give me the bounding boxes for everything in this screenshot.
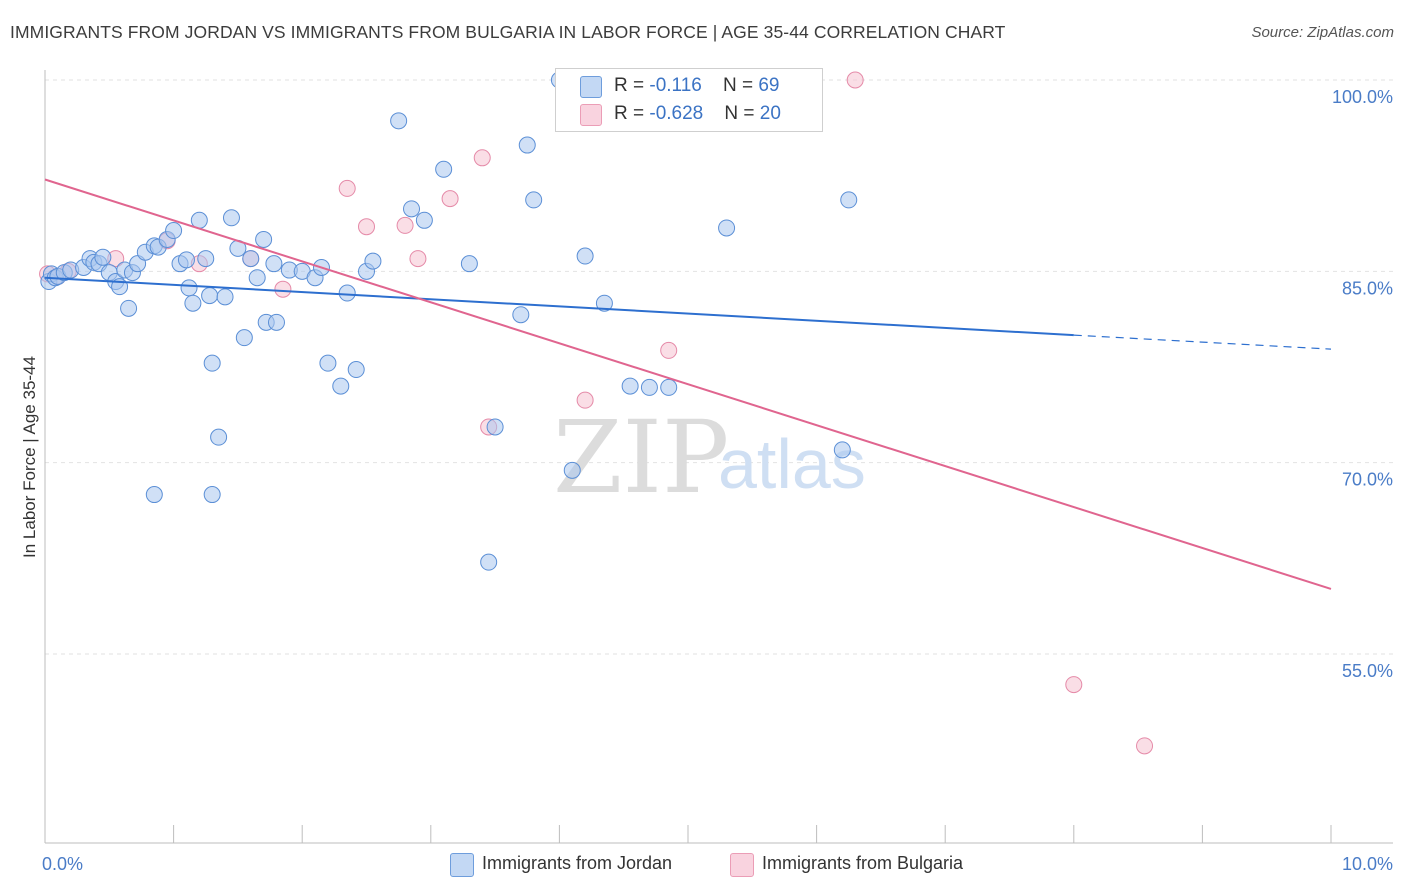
chart-title: IMMIGRANTS FROM JORDAN VS IMMIGRANTS FRO… [10, 22, 1006, 42]
jordan-point [576, 247, 594, 265]
y-tick-label: 100.0% [1332, 87, 1393, 107]
x-tick-label-min: 0.0% [42, 854, 83, 874]
jordan-point [840, 191, 858, 209]
bulgaria-n-label: N = [724, 103, 760, 124]
watermark: ZIP atlas [553, 399, 866, 516]
jordan-point [265, 255, 283, 273]
jordan-point [640, 378, 658, 396]
jordan-trendline [44, 276, 1074, 337]
jordan-point [216, 288, 234, 306]
jordan-point [364, 252, 382, 270]
axes [44, 70, 1393, 844]
jordan-point [486, 418, 504, 436]
jordan-point [203, 354, 221, 372]
x-tick-label-max: 10.0% [1342, 854, 1393, 874]
y-tick-label: 55.0% [1342, 661, 1393, 681]
jordan-point [332, 377, 350, 395]
jordan-point [415, 211, 433, 229]
jordan-point [403, 200, 421, 218]
bulgaria-point [396, 216, 414, 234]
jordan-point [319, 354, 337, 372]
jordan-point [177, 251, 195, 269]
jordan-point [145, 486, 163, 504]
bulgaria-swatch [580, 104, 602, 126]
y-tick-label: 70.0% [1342, 470, 1393, 490]
x-tick-labels: 0.0% 10.0% [42, 854, 1393, 874]
jordan-point [201, 287, 219, 305]
watermark-atlas: atlas [718, 425, 866, 503]
bulgaria-point [274, 280, 292, 298]
jordan-point [120, 299, 138, 317]
jordan-point [210, 428, 228, 446]
jordan-point [595, 294, 613, 312]
bulgaria-r-value: -0.628 [649, 103, 704, 124]
jordan-r-value: -0.116 [649, 75, 702, 96]
jordan-n-label: N = [722, 75, 759, 96]
jordan-point [512, 306, 530, 324]
jordan-n-value: 69 [758, 75, 780, 96]
bulgaria-point [473, 149, 491, 167]
jordan-point [338, 284, 356, 302]
jordan-legend-label: Immigrants from Jordan [482, 853, 673, 873]
jordan-r-label: R = [614, 75, 650, 96]
jordan-point [390, 112, 408, 130]
bulgaria-legend-label: Immigrants from Bulgaria [762, 853, 964, 873]
jordan-point [94, 248, 112, 266]
jordan-swatch [580, 76, 602, 98]
jordan-point [242, 250, 260, 268]
bulgaria-legend-swatch [730, 853, 754, 877]
jordan-legend-swatch [450, 853, 474, 877]
jordan-point [165, 222, 183, 240]
jordan-point [255, 230, 273, 248]
bulgaria-point [358, 218, 375, 236]
jordan-point [267, 313, 285, 331]
bulgaria-point [660, 341, 678, 359]
gridlines [45, 79, 1393, 655]
trendlines [44, 178, 1332, 590]
jordan-trendline-extension [1073, 334, 1332, 350]
bulgaria-point [338, 179, 356, 197]
bulgaria-n-value: 20 [759, 103, 781, 124]
jordan-point [621, 377, 639, 395]
source-label: Source: ZipAtlas.com [1251, 24, 1394, 41]
bulgaria-trendline [44, 178, 1332, 590]
jordan-point [184, 294, 202, 312]
bulgaria-point [846, 71, 864, 89]
jordan-point [660, 378, 678, 396]
jordan-point [248, 269, 266, 287]
jordan-point [197, 250, 215, 268]
jordan-point [222, 209, 240, 227]
bulgaria-point [1136, 737, 1154, 755]
bulgaria-point [409, 250, 427, 268]
jordan-point [460, 255, 478, 273]
watermark-zip: ZIP [553, 399, 729, 516]
y-axis-title: In Labor Force | Age 35-44 [20, 356, 39, 558]
jordan-point [563, 461, 581, 479]
jordan-point [203, 486, 221, 504]
bulgaria-point [1065, 676, 1083, 694]
jordan-point [525, 191, 543, 209]
jordan-point [180, 279, 198, 297]
jordan-point [235, 329, 253, 347]
y-tick-labels: 55.0% 70.0% 85.0% 100.0% [1332, 87, 1393, 681]
correlation-legend: R = -0.116 N = 69 R = -0.628 N = 20 [555, 68, 823, 132]
jordan-points [40, 71, 858, 571]
jordan-point [480, 553, 498, 571]
jordan-point [718, 219, 736, 237]
jordan-point [833, 441, 851, 459]
bulgaria-r-label: R = [614, 103, 650, 124]
bulgaria-point [576, 391, 594, 409]
y-tick-label: 85.0% [1342, 278, 1393, 298]
jordan-point [518, 136, 536, 154]
bulgaria-point [441, 190, 459, 208]
jordan-point [435, 160, 453, 178]
jordan-point [347, 361, 365, 379]
